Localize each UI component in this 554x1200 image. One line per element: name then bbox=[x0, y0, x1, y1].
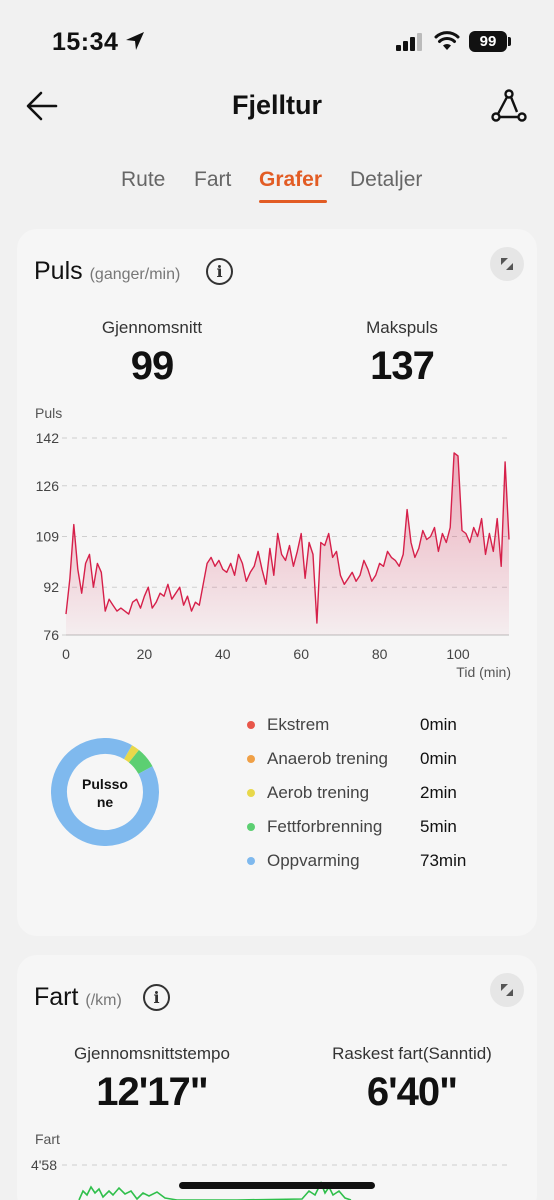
legend-label: Aerob trening bbox=[267, 783, 370, 802]
location-arrow-icon bbox=[126, 32, 144, 50]
wifi-icon bbox=[434, 31, 460, 50]
pulse-y-tick-label: 109 bbox=[36, 529, 60, 545]
pulse-x-tick-label: 100 bbox=[446, 646, 470, 662]
pulse-max-label: Makspuls bbox=[366, 318, 438, 337]
pulse-card: Puls (ganger/min) i Gjennomsnitt 99 Maks… bbox=[17, 229, 537, 936]
legend-value: 2min bbox=[420, 783, 457, 802]
pulse-avg-value: 99 bbox=[130, 344, 175, 388]
legend-label: Anaerob trening bbox=[267, 749, 388, 768]
legend-value: 5min bbox=[420, 817, 457, 836]
status-bar: 15:34 99 bbox=[0, 0, 554, 80]
legend-value: 73min bbox=[420, 851, 467, 870]
expand-icon bbox=[501, 258, 513, 270]
pulse-y-tick-label: 76 bbox=[43, 627, 59, 643]
speed-avg-value: 12'17" bbox=[96, 1070, 208, 1114]
battery-cap bbox=[508, 37, 511, 46]
tab-rute[interactable]: Rute bbox=[121, 168, 166, 191]
legend-value: 0min bbox=[420, 715, 457, 734]
pulse-zone-donut bbox=[51, 738, 159, 846]
donut-segment bbox=[51, 738, 159, 846]
pulse-card-title: Puls (ganger/min) bbox=[34, 257, 180, 286]
speed-title: Fart bbox=[34, 983, 79, 1011]
legend-dot-anaerob bbox=[247, 755, 255, 763]
active-tab-underline bbox=[259, 200, 327, 203]
pulse-zone-label-line1: Pulsso bbox=[82, 776, 128, 792]
speed-chart: Fart 4'58 bbox=[31, 1131, 509, 1200]
pulse-y-tick-label: 126 bbox=[36, 478, 60, 494]
pulse-unit: (ganger/min) bbox=[89, 266, 181, 283]
speed-avg-label: Gjennomsnittstempo bbox=[74, 1044, 230, 1063]
legend-label: Fettforbrenning bbox=[267, 817, 383, 836]
pulse-x-tick-label: 0 bbox=[62, 646, 70, 662]
legend-label: Ekstrem bbox=[267, 715, 330, 734]
tab-grafer[interactable]: Grafer bbox=[259, 168, 323, 191]
legend-dot-oppvarming bbox=[247, 857, 255, 865]
legend-dot-fettforbrenning bbox=[247, 823, 255, 831]
speed-unit: (/km) bbox=[85, 992, 122, 1009]
pulse-y-axis-label: Puls bbox=[35, 405, 62, 421]
tab-bar: Rute Fart Grafer Detaljer bbox=[0, 168, 554, 208]
page-title: Fjelltur bbox=[231, 90, 322, 120]
expand-icon bbox=[501, 984, 513, 996]
back-arrow-icon[interactable] bbox=[24, 88, 60, 124]
status-time: 15:34 bbox=[52, 28, 119, 56]
legend-value: 0min bbox=[420, 749, 457, 768]
speed-y-axis-label: Fart bbox=[35, 1131, 60, 1147]
pulse-title: Puls bbox=[34, 257, 83, 285]
pulse-x-tick-label: 40 bbox=[215, 646, 231, 662]
pulse-y-tick-label: 142 bbox=[36, 430, 60, 446]
legend-label: Oppvarming bbox=[267, 851, 360, 870]
pulse-chart: Puls 142 126 109 92 760 20 40 60 80 100 Tid (min) bbox=[35, 405, 511, 680]
pulse-x-axis-label: Tid (min) bbox=[456, 664, 511, 680]
speed-info-icon[interactable]: i bbox=[143, 984, 170, 1011]
speed-card: Fart (/km) i Gjennomsnittstempo 12'17" R… bbox=[17, 955, 537, 1200]
tab-fart[interactable]: Fart bbox=[194, 168, 232, 191]
speed-line bbox=[78, 1181, 352, 1200]
home-indicator bbox=[179, 1182, 375, 1189]
speed-max-label: Raskest fart(Sanntid) bbox=[332, 1044, 492, 1063]
pulse-area bbox=[66, 452, 509, 635]
legend-dot-aerob bbox=[247, 789, 255, 797]
battery-indicator: 99 bbox=[469, 31, 507, 52]
pulse-x-tick-label: 60 bbox=[293, 646, 309, 662]
pulse-x-tick-label: 80 bbox=[372, 646, 388, 662]
pulse-y-tick-label: 92 bbox=[43, 579, 59, 595]
pulse-line bbox=[65, 452, 510, 624]
pulse-zone-label-line2: ne bbox=[96, 794, 114, 810]
route-share-icon[interactable] bbox=[490, 88, 528, 124]
speed-max-value: 6'40" bbox=[366, 1070, 458, 1114]
speed-expand-button[interactable] bbox=[490, 973, 524, 1007]
pulse-expand-button[interactable] bbox=[490, 247, 524, 281]
pulse-avg-label: Gjennomsnitt bbox=[101, 318, 203, 337]
speed-y-tick-label: 4'58 bbox=[31, 1157, 57, 1173]
legend-dot-ekstrem bbox=[247, 721, 255, 729]
pulse-max-value: 137 bbox=[370, 344, 435, 388]
cellular-signal-icon bbox=[396, 33, 422, 51]
pulse-x-tick-label: 20 bbox=[137, 646, 153, 662]
nav-bar: Fjelltur bbox=[0, 80, 554, 140]
speed-card-title: Fart (/km) bbox=[34, 983, 122, 1012]
tab-detaljer[interactable]: Detaljer bbox=[350, 168, 423, 191]
pulse-zone-center-label: Pulsso ne bbox=[75, 775, 135, 811]
pulse-info-icon[interactable]: i bbox=[206, 258, 233, 285]
